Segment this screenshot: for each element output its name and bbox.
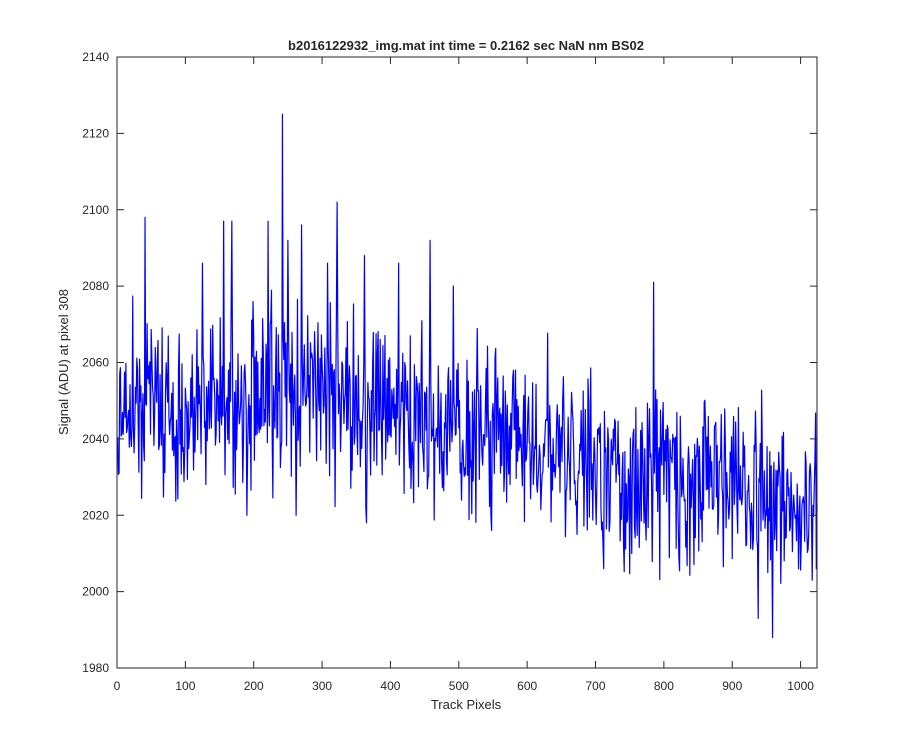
signal-series-line: [117, 113, 818, 639]
y-tick-label: 2020: [82, 508, 109, 522]
x-tick-label: 400: [380, 679, 400, 693]
y-tick-label: 2000: [82, 585, 109, 599]
x-axis-label: Track Pixels: [431, 697, 502, 712]
y-tick-label: 2060: [82, 356, 109, 370]
x-tick-label: 500: [449, 679, 469, 693]
y-tick-label: 2120: [82, 126, 109, 140]
x-tick-label: 200: [244, 679, 264, 693]
y-tick-label: 2140: [82, 50, 109, 64]
chart-title: b2016122932_img.mat int time = 0.2162 se…: [288, 38, 644, 53]
x-tick-label: 800: [654, 679, 674, 693]
y-tick-label: 2080: [82, 279, 109, 293]
y-axis: 1980 2000 2020 2040 2060 2080 2100 2120 2140: [82, 50, 817, 675]
x-tick-label: 0: [114, 679, 121, 693]
x-tick-label: 300: [312, 679, 332, 693]
y-tick-label: 2100: [82, 203, 109, 217]
x-tick-label: 600: [517, 679, 537, 693]
x-tick-label: 700: [586, 679, 606, 693]
x-tick-label: 100: [175, 679, 195, 693]
x-tick-label: 900: [722, 679, 742, 693]
y-tick-label: 1980: [82, 661, 109, 675]
y-axis-label: Signal (ADU) at pixel 308: [56, 289, 71, 435]
x-axis: 0 100 200 300 400 500 600 700 800 900 1000: [114, 57, 814, 693]
series-layer: [117, 113, 818, 639]
x-tick-label: 1000: [787, 679, 814, 693]
y-tick-label: 2040: [82, 432, 109, 446]
